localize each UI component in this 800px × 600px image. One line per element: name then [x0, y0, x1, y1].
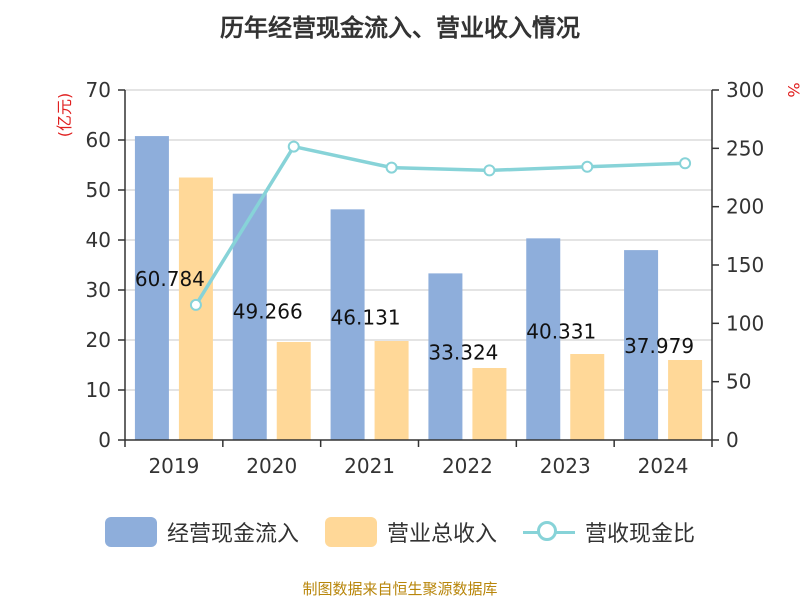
legend-item-ratio[interactable]: 营收现金比 [523, 516, 695, 548]
y-left-tick-label: 10 [86, 378, 111, 402]
legend-item-cash-inflow[interactable]: 经营现金流入 [104, 516, 299, 548]
point-ratio[interactable] [287, 140, 300, 153]
data-label: 40.331 [526, 319, 596, 343]
bar-revenue[interactable] [668, 360, 703, 440]
legend-item-revenue[interactable]: 营业总收入 [324, 516, 497, 548]
chart-plot: 0 10 20 30 40 50 60 70 0 50 100 150 200 250 300 (亿元)% 20… [55, 78, 800, 478]
bar-revenue[interactable] [374, 341, 409, 440]
y-left-tick-label: 0 [98, 428, 111, 452]
bar-cash-inflow[interactable] [134, 136, 169, 440]
x-tick-label: 2024 [638, 454, 689, 478]
bar-cash-inflow[interactable] [428, 273, 463, 440]
legend-label-revenue: 营业总收入 [386, 522, 497, 547]
data-label: 37.979 [624, 334, 694, 358]
y-right-tick-label: 200 [726, 195, 764, 219]
y-right-tick-label: 250 [726, 136, 764, 160]
point-ratio[interactable] [189, 298, 202, 311]
x-tick-label: 2023 [540, 454, 591, 478]
y-right-tick-label: 100 [726, 311, 764, 335]
source-note: 制图数据来自恒生聚源数据库 [302, 580, 498, 598]
point-ratio[interactable] [679, 157, 692, 170]
data-label: 33.324 [428, 340, 498, 364]
x-tick-label: 2021 [344, 454, 395, 478]
bar-cash-inflow[interactable] [330, 209, 365, 440]
legend-swatch-revenue [324, 517, 377, 547]
y-left-tick-label: 50 [86, 178, 111, 202]
legend-swatch-ratio [523, 517, 575, 547]
data-label: 49.266 [233, 300, 303, 324]
y-left-tick-label: 60 [86, 128, 111, 152]
chart-title: 历年经营现金流入、营业收入情况 [220, 14, 580, 42]
bar-cash-inflow[interactable] [624, 250, 659, 440]
x-tick-label: 2022 [442, 454, 493, 478]
y-right-tick-label: 300 [726, 78, 764, 102]
y-left-unit-label: (亿元) [55, 93, 74, 138]
point-ratio[interactable] [483, 164, 496, 177]
y-left-tick-label: 40 [86, 228, 111, 252]
y-right-tick-label: 50 [726, 370, 751, 394]
bar-revenue[interactable] [472, 368, 507, 440]
legend-label-cash-inflow: 经营现金流入 [166, 522, 299, 547]
legend-label-ratio: 营收现金比 [585, 522, 696, 547]
point-ratio[interactable] [581, 160, 594, 173]
x-tick-label: 2019 [148, 454, 199, 478]
chart-legend: 经营现金流入 营业总收入 营收现金比 [0, 516, 800, 548]
y-left-tick-label: 30 [86, 278, 111, 302]
y-right-tick-label: 0 [726, 428, 739, 452]
x-tick-label: 2020 [246, 454, 297, 478]
legend-swatch-cash-inflow [104, 517, 157, 547]
point-ratio[interactable] [385, 161, 398, 174]
y-right-unit-label: % [784, 82, 800, 97]
y-right-tick-label: 150 [726, 253, 764, 277]
data-label: 60.784 [135, 267, 205, 291]
data-label: 46.131 [331, 305, 401, 329]
bar-revenue[interactable] [570, 354, 605, 440]
bar-revenue[interactable] [276, 342, 311, 440]
y-left-tick-label: 70 [86, 78, 111, 102]
line-ratio [194, 144, 686, 306]
bar-cash-inflow[interactable] [526, 238, 561, 440]
y-left-tick-label: 20 [86, 328, 111, 352]
